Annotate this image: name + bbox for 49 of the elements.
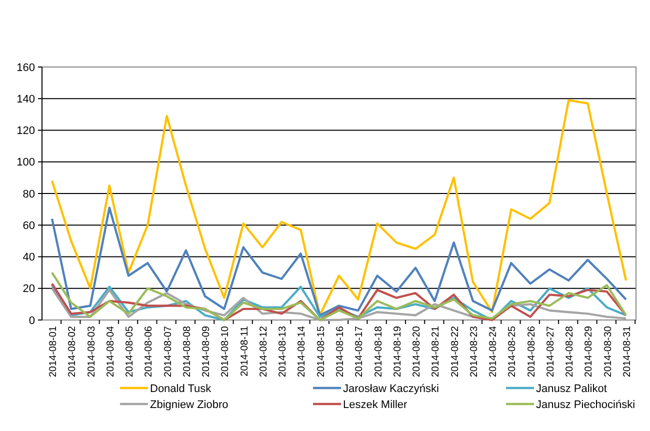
line-series bbox=[50, 99, 628, 316]
x-tick-label: 2014-08-12 bbox=[258, 326, 270, 378]
x-tick-label: 2014-08-25 bbox=[507, 326, 518, 378]
legend-label: Zbigniew Ziobro bbox=[150, 398, 228, 411]
x-tick-label: 2014-08-17 bbox=[354, 326, 366, 378]
x-tick-label: 2014-08-08 bbox=[182, 326, 193, 378]
x-tick-label: 2014-08-24 bbox=[488, 326, 500, 378]
x-tick-label: 2014-08-13 bbox=[278, 326, 289, 378]
legend-label: Jarosław Kaczyński bbox=[343, 382, 439, 395]
legend-label: Janusz Piechociński bbox=[536, 398, 636, 411]
y-tick-label: 100 bbox=[16, 156, 35, 169]
y-tick-label: 160 bbox=[16, 62, 35, 74]
x-tick-label: 2014-08-14 bbox=[296, 326, 308, 378]
y-tick-label: 80 bbox=[22, 188, 35, 200]
legend-label: Donald Tusk bbox=[150, 382, 212, 395]
x-tick-label: 2014-08-02 bbox=[67, 326, 78, 378]
x-tick-label: 2014-08-06 bbox=[144, 326, 155, 378]
x-tick-label: 2014-08-10 bbox=[220, 326, 232, 378]
x-tick-label: 2014-08-09 bbox=[201, 326, 212, 378]
x-tick-label: 2014-08-22 bbox=[450, 326, 461, 378]
y-tick-label: 40 bbox=[22, 252, 35, 264]
y-tick-label: 20 bbox=[22, 283, 35, 296]
x-tick-label: 2014-08-18 bbox=[373, 326, 384, 378]
legend-label: Leszek Miller bbox=[343, 398, 408, 411]
x-tick-label: 2014-08-03 bbox=[86, 326, 98, 378]
x-tick-label: 2014-08-01 bbox=[48, 326, 59, 378]
x-tick-label: 2014-08-16 bbox=[335, 326, 346, 378]
legend-label: Janusz Palikot bbox=[536, 382, 607, 395]
y-tick-label: 0 bbox=[28, 314, 35, 327]
x-tick-label: 2014-08-28 bbox=[564, 326, 576, 378]
x-tick-label: 2014-08-15 bbox=[316, 326, 327, 378]
x-tick-label: 2014-08-11 bbox=[239, 326, 250, 376]
x-tick-label: 2014-08-20 bbox=[412, 326, 423, 378]
x-tick-label: 2014-08-19 bbox=[392, 326, 404, 378]
x-tick-label: 2014-08-26 bbox=[526, 326, 538, 378]
y-tick-label: 60 bbox=[22, 220, 35, 232]
x-tick-label: 2014-08-27 bbox=[545, 326, 556, 378]
x-tick-label: 2014-08-07 bbox=[162, 326, 174, 378]
x-tick-label: 2014-08-23 bbox=[468, 326, 480, 378]
y-tick-label: 120 bbox=[16, 125, 35, 138]
line-series bbox=[50, 206, 628, 316]
x-tick-label: 2014-08-21 bbox=[430, 326, 442, 378]
x-tick-label: 2014-08-05 bbox=[124, 326, 136, 378]
x-tick-label: 2014-08-31 bbox=[622, 326, 633, 378]
line-series bbox=[50, 271, 628, 322]
x-tick-label: 2014-08-29 bbox=[584, 326, 595, 378]
y-tick-label: 140 bbox=[16, 93, 35, 106]
x-tick-label: 2014-08-30 bbox=[602, 326, 614, 378]
x-tick-label: 2014-08-04 bbox=[105, 326, 116, 378]
